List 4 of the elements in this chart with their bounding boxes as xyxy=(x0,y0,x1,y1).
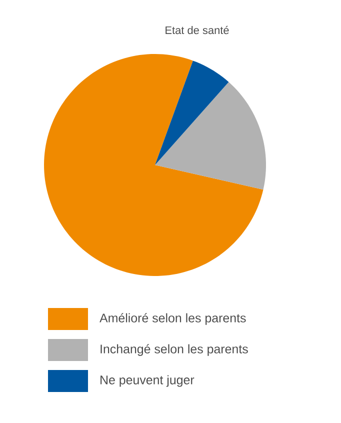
legend-label: Inchangé selon les parents xyxy=(100,344,248,356)
legend-label: Amélioré selon les parents xyxy=(100,313,246,325)
chart-title: Etat de santé xyxy=(166,26,229,34)
legend-label: Ne peuvent juger xyxy=(100,375,194,387)
